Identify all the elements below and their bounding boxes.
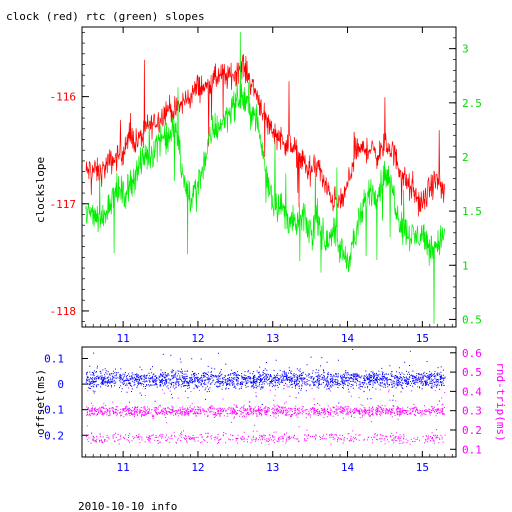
bottom-y2-tick-label-0.4: 0.4 [462,385,482,398]
top-y2-tick-label-2: 2 [462,151,469,164]
bottom-ticks-group: 11 12 13 14 15 0.1 0 -0.1 -0.2 0.6 0.5 0.4 0.3 0.2 0.1 [38,347,483,474]
bottom-y2-tick-label-0.1: 0.1 [462,443,482,456]
bottom-series-group [85,349,446,445]
top-y2-tick-label-1: 1 [462,259,469,272]
footer-info: 2010-10-10 info [78,500,177,512]
bottom-x-tick-label-11: 11 [117,461,130,474]
bottom-y2-tick-label-0.5: 0.5 [462,366,482,379]
chart-title: clock (red) rtc (green) slopes [6,10,205,23]
series-line-rtc [85,32,446,324]
bottom-plot-frame [81,346,457,458]
bottom-y-tick-label--0.1: -0.1 [38,404,65,417]
top-x-tick-label-15: 15 [416,332,429,345]
bottom-panel: 11 12 13 14 15 0.1 0 -0.1 -0.2 0.6 0.5 0.4 0.3 0.2 0.1… [34,346,507,474]
top-x-tick-label-12: 12 [191,332,204,345]
top-series-group [85,32,446,324]
bottom-y2-tick-label-0.2: 0.2 [462,424,482,437]
top-plot-frame [81,26,457,328]
top-x-tick-label-11: 11 [117,332,130,345]
bottom-y2-tick-label-0.3: 0.3 [462,405,482,418]
bottom-x-tick-label-13: 13 [266,461,279,474]
bottom-y-tick-label-0: 0 [57,378,64,391]
series-points-offset [85,349,446,410]
bottom-x-tick-label-15: 15 [416,461,429,474]
top-y-axis-label: clockslope [34,157,47,223]
top-ticks-group: 11 12 13 14 15 -116 -117 -118 0.5 1 1.5 2 2.5 3 [50,27,482,345]
top-y-tick-label--116: -116 [50,91,77,104]
top-x-tick-label-14: 14 [341,332,355,345]
bottom-y-tick-label-0.1: 0.1 [44,353,64,366]
top-x-tick-label-13: 13 [266,332,279,345]
bottom-y2-axis-label: rnd-trip(ms) [494,362,507,441]
top-y-tick-label--118: -118 [50,305,77,318]
top-panel: 11 12 13 14 15 -116 -117 -118 0.5 1 1.5 2 2.5 3 clock… [34,26,482,345]
top-y2-tick-label-2.5: 2.5 [462,97,482,110]
top-y2-tick-label-1.5: 1.5 [462,205,482,218]
bottom-y-axis-label: offset(ms) [34,369,47,435]
series-points-rnd-trip [86,379,446,445]
bottom-y-tick-label--0.2: -0.2 [38,429,65,442]
series-line-clock [85,53,446,217]
top-y2-tick-label-0.5: 0.5 [462,313,482,326]
top-y-tick-label--117: -117 [50,198,77,211]
bottom-y2-tick-label-0.6: 0.6 [462,347,482,360]
top-y2-tick-label-3: 3 [462,43,469,56]
bottom-x-tick-label-12: 12 [191,461,204,474]
bottom-x-tick-label-14: 14 [341,461,355,474]
